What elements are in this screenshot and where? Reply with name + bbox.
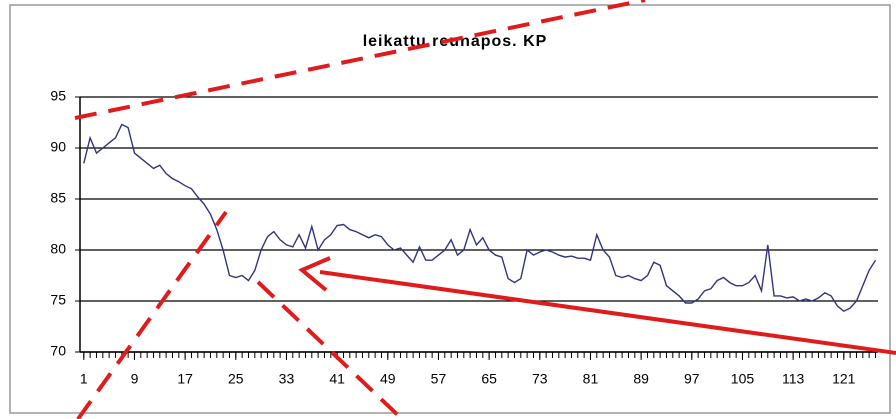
x-tick-label: 1 — [80, 371, 88, 387]
y-tick-label: 90 — [50, 139, 66, 155]
y-tick-label: 95 — [50, 88, 66, 104]
x-tick-label: 89 — [633, 371, 649, 387]
y-tick-label: 85 — [50, 190, 66, 206]
dashed-line — [76, 210, 228, 419]
x-tick-label: 49 — [380, 371, 396, 387]
x-tick-label: 121 — [832, 371, 856, 387]
chart-title: leikattu reunapos. KP — [363, 33, 548, 50]
x-tick-label: 105 — [731, 371, 755, 387]
data-line — [83, 123, 877, 313]
y-tick-label: 75 — [50, 292, 66, 308]
x-tick-label: 17 — [177, 371, 193, 387]
dashed-line — [74, 0, 646, 120]
x-tick-label: 41 — [329, 371, 345, 387]
x-tick-label: 97 — [684, 371, 700, 387]
x-tick-label: 33 — [279, 371, 295, 387]
arrow-shaft — [319, 270, 896, 355]
y-tick-label: 80 — [50, 241, 66, 257]
x-tick-label: 73 — [532, 371, 548, 387]
annotations — [74, 0, 896, 419]
chart-frame — [9, 4, 891, 414]
x-tick-label: 57 — [431, 371, 447, 387]
y-tick-label: 70 — [50, 343, 66, 359]
x-tick-label: 9 — [131, 371, 139, 387]
x-tick-label: 65 — [481, 371, 497, 387]
plot: 70 75 80 85 90 95 1 9 17 25 33 41 49 57 65 73 81 89 97 105 1… — [50, 88, 878, 387]
x-tick-label: 81 — [583, 371, 599, 387]
arrow-head — [298, 256, 331, 292]
x-tick-label: 25 — [228, 371, 244, 387]
x-tick-label: 113 — [782, 371, 805, 387]
